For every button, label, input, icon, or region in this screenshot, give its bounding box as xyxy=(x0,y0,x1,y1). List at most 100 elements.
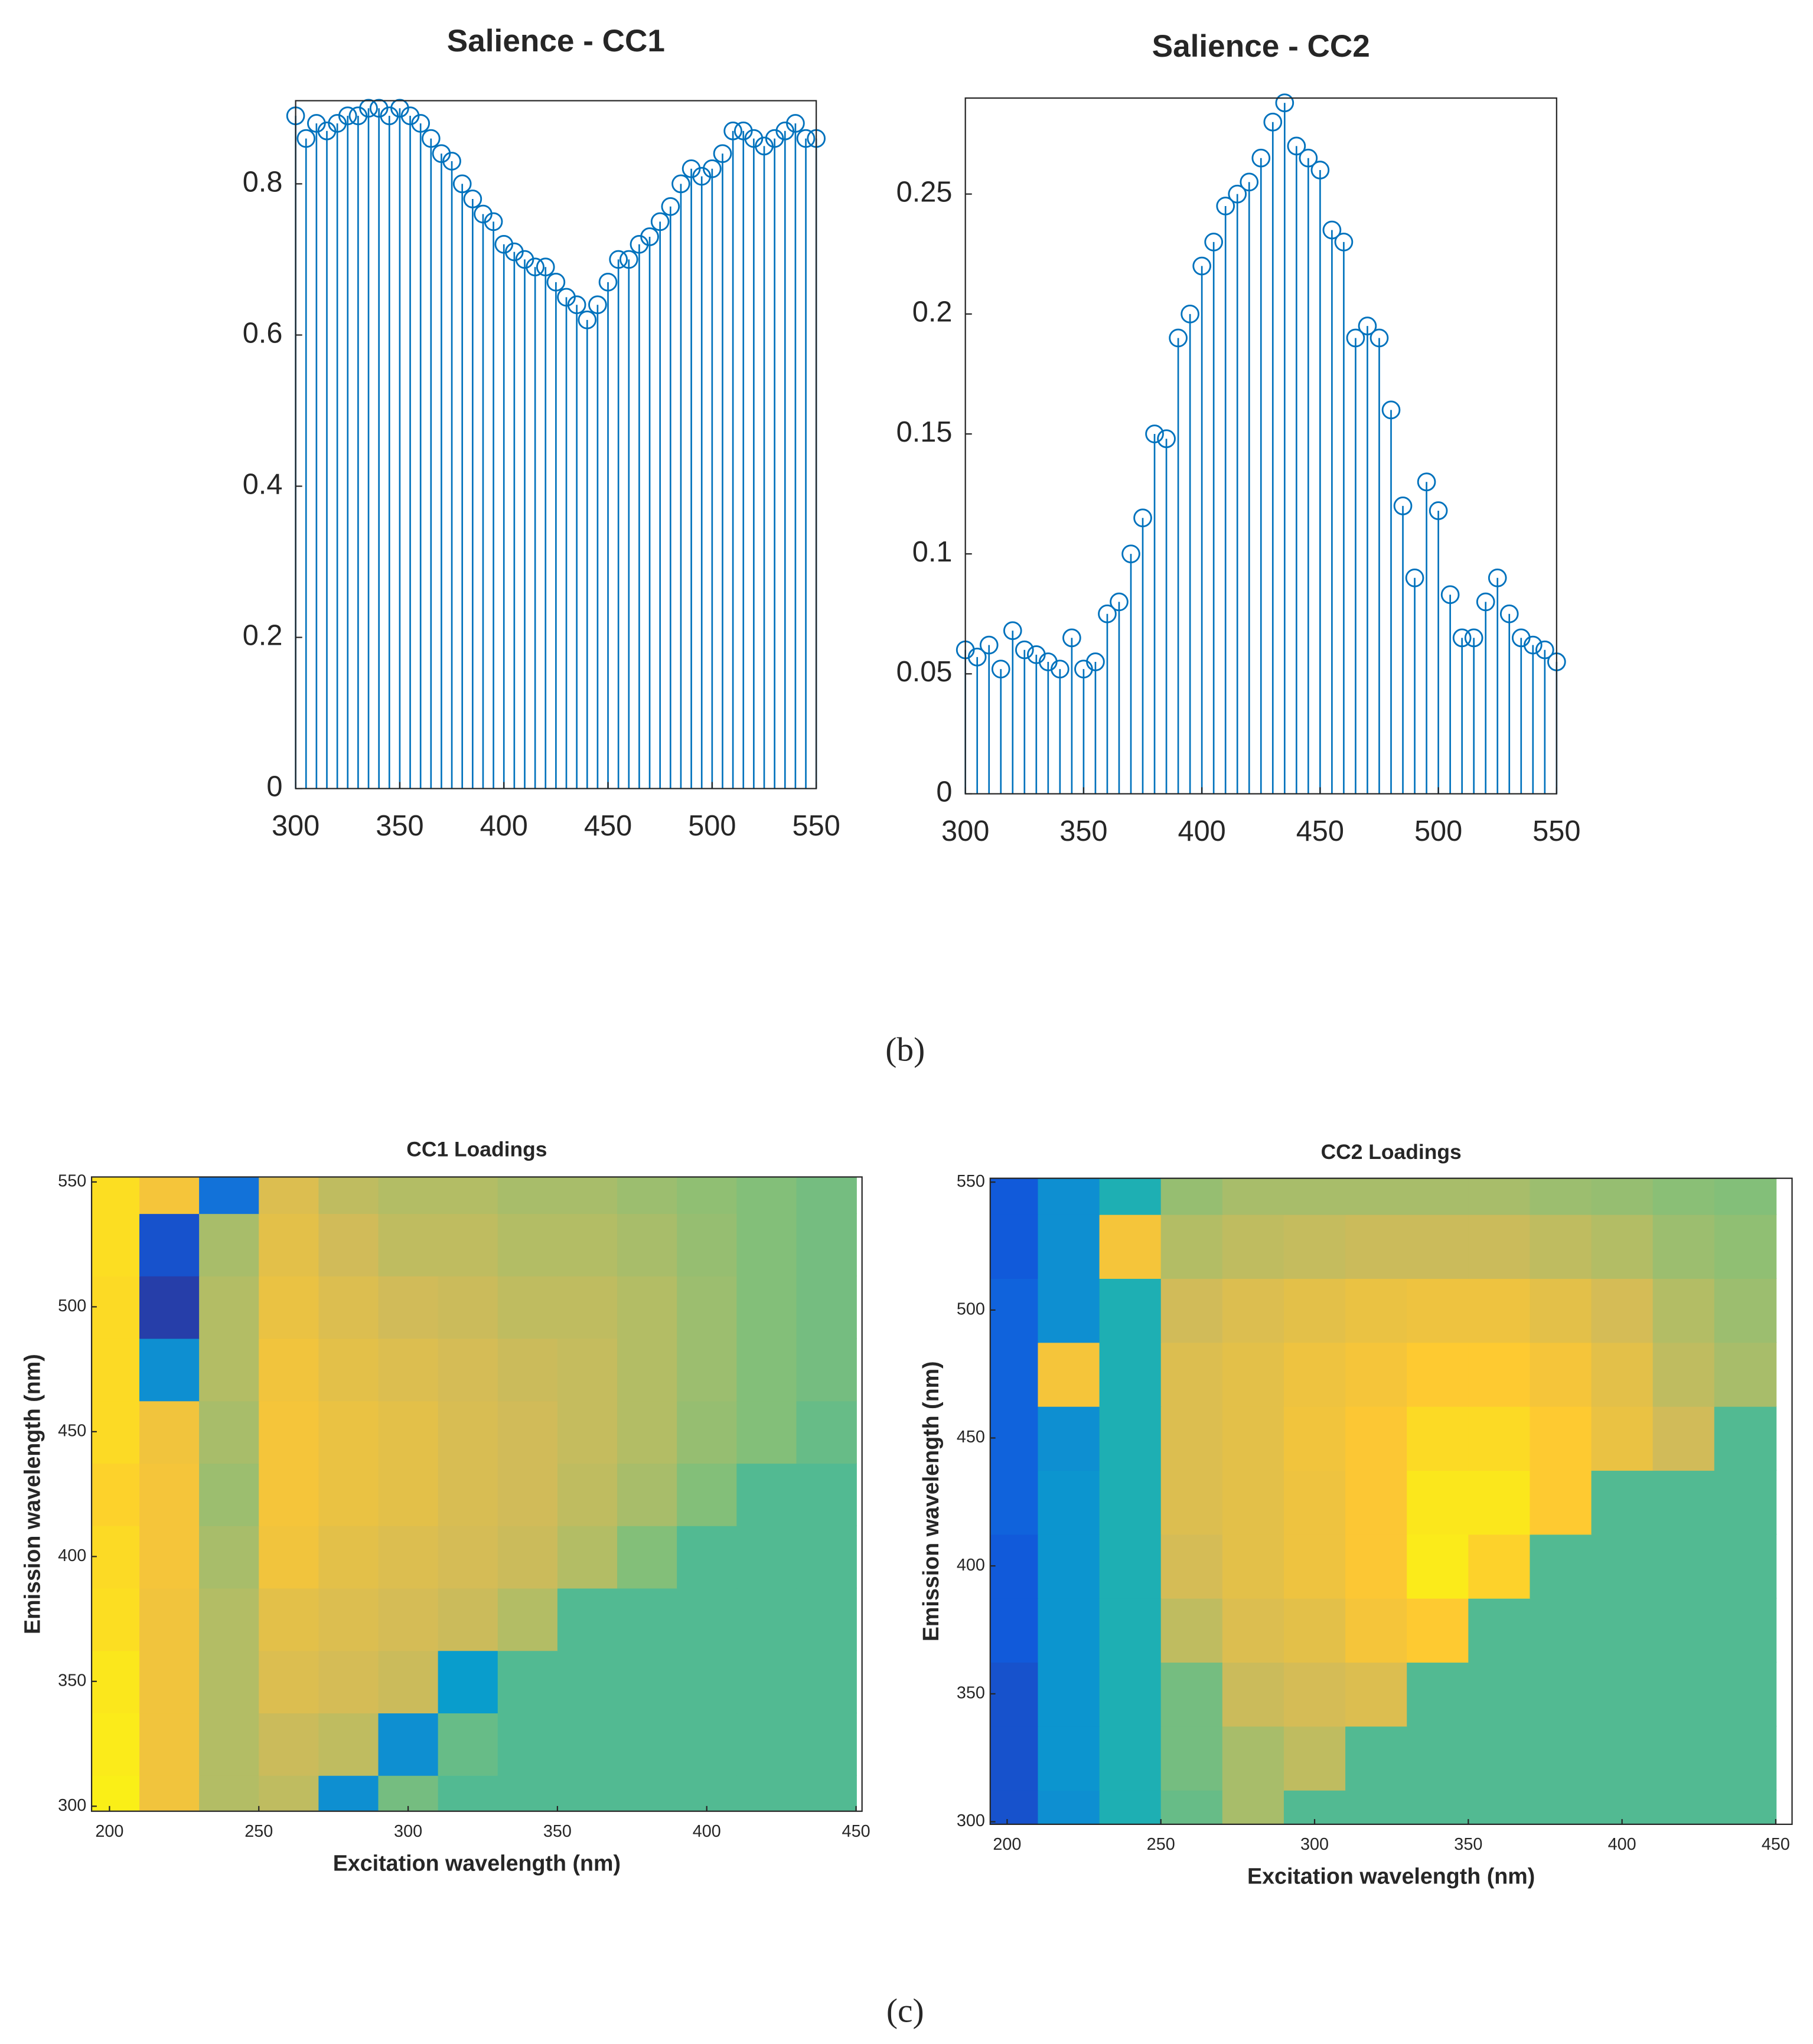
marker xyxy=(1145,425,1164,443)
marker xyxy=(359,99,378,118)
y-tick-label: 0.8 xyxy=(243,166,283,198)
chart-title: Salience - CC2 xyxy=(1152,29,1370,64)
heat-cell xyxy=(1222,1790,1285,1824)
heat-cell xyxy=(199,1588,260,1651)
heat-cell xyxy=(438,1400,499,1464)
heat-cell xyxy=(736,1213,797,1276)
marker xyxy=(1169,328,1188,348)
heat-cell xyxy=(259,1462,319,1526)
heat-cell xyxy=(1099,1534,1162,1599)
heat-cell xyxy=(1099,1470,1162,1535)
heat-cell xyxy=(1038,1726,1100,1791)
heat-cell xyxy=(1714,1178,1777,1215)
heat-cell xyxy=(1283,1790,1346,1824)
marker xyxy=(1062,628,1081,648)
marker xyxy=(979,635,999,655)
heat-cell xyxy=(557,1525,618,1589)
heat-cell xyxy=(796,1650,857,1714)
heat-cell xyxy=(318,1588,379,1651)
heat-cell xyxy=(1407,1598,1469,1663)
heat-cell xyxy=(1345,1406,1408,1471)
heat-cell xyxy=(497,1275,559,1339)
y-tick-label: 0 xyxy=(266,771,282,803)
heat-cell xyxy=(1099,1406,1162,1471)
heat-cell xyxy=(1714,1661,1777,1727)
heat-cell xyxy=(1591,1470,1654,1535)
heat-cell xyxy=(1038,1661,1100,1727)
marker xyxy=(598,272,618,292)
marker xyxy=(1535,640,1554,659)
heat-cell xyxy=(1283,1214,1346,1279)
heat-cell xyxy=(1468,1470,1531,1535)
heat-cell xyxy=(1652,1406,1716,1471)
heat-cell xyxy=(1591,1278,1654,1343)
heat-cell xyxy=(139,1462,200,1526)
heat-cell xyxy=(1283,1661,1346,1727)
heat-cell xyxy=(199,1213,260,1276)
heat-cell xyxy=(259,1588,319,1651)
marker xyxy=(1181,304,1199,324)
x-tick-label: 350 xyxy=(1059,815,1107,847)
heat-cell xyxy=(1345,1790,1408,1824)
heat-cell xyxy=(617,1650,678,1714)
heat-cell xyxy=(92,1338,141,1402)
marker xyxy=(1287,136,1306,156)
heat-cell xyxy=(1407,1278,1469,1343)
marker xyxy=(723,121,742,141)
x-tick-label: 250 xyxy=(1147,1835,1175,1854)
heat-cell xyxy=(1468,1342,1531,1407)
marker xyxy=(661,197,680,216)
heat-cell xyxy=(1714,1278,1777,1343)
x-tick-label: 400 xyxy=(1178,815,1225,847)
heat-cell xyxy=(1714,1470,1777,1535)
x-tick-label: 300 xyxy=(394,1822,422,1841)
heat-cell xyxy=(1160,1661,1224,1727)
y-tick-label: 0.2 xyxy=(243,619,283,651)
heat-cell xyxy=(557,1712,618,1776)
heat-cell xyxy=(378,1650,439,1714)
heat-cell xyxy=(1714,1726,1777,1791)
marker xyxy=(1358,316,1377,335)
heat-cell xyxy=(1468,1406,1531,1471)
heat-cell xyxy=(1652,1178,1716,1215)
heat-cell xyxy=(1283,1598,1346,1663)
marker xyxy=(1263,112,1283,132)
heat-cell xyxy=(1038,1178,1100,1215)
heat-cell xyxy=(617,1588,678,1651)
heat-cell xyxy=(1222,1534,1285,1599)
y-tick-label: 350 xyxy=(58,1671,86,1690)
heat-cell xyxy=(796,1177,857,1214)
marker xyxy=(1417,472,1436,492)
heat-cell xyxy=(1345,1661,1408,1727)
heat-cell xyxy=(1099,1790,1162,1824)
marker xyxy=(1452,628,1472,648)
marker xyxy=(1192,256,1211,276)
heat-cell xyxy=(1468,1790,1531,1824)
x-tick-label: 200 xyxy=(95,1822,123,1841)
marker xyxy=(411,114,431,133)
y-axis-label: Emission wavelength (nm) xyxy=(20,1354,45,1634)
heat-cell xyxy=(990,1726,1039,1791)
heat-cell xyxy=(92,1177,141,1214)
marker xyxy=(1051,659,1069,679)
heat-cell xyxy=(497,1588,559,1651)
heat-cell xyxy=(438,1588,499,1651)
heat-cell xyxy=(318,1213,379,1276)
heat-cell xyxy=(1714,1534,1777,1599)
y-tick-label: 450 xyxy=(58,1421,86,1440)
marker xyxy=(1133,508,1152,528)
heat-cell xyxy=(557,1338,618,1402)
heat-cell xyxy=(1652,1790,1716,1824)
heat-cell xyxy=(1099,1214,1162,1279)
heat-cell xyxy=(139,1213,200,1276)
heat-cell xyxy=(1407,1470,1469,1535)
x-tick-label: 350 xyxy=(543,1822,572,1841)
heat-cell xyxy=(1407,1726,1469,1791)
chart-title: CC2 Loadings xyxy=(1321,1140,1462,1164)
heat-cell xyxy=(736,1588,797,1651)
heat-cell xyxy=(1407,1534,1469,1599)
heat-cell xyxy=(1468,1661,1531,1727)
heat-cell xyxy=(199,1400,260,1464)
heat-cell xyxy=(1591,1598,1654,1663)
heat-cell xyxy=(139,1588,200,1651)
